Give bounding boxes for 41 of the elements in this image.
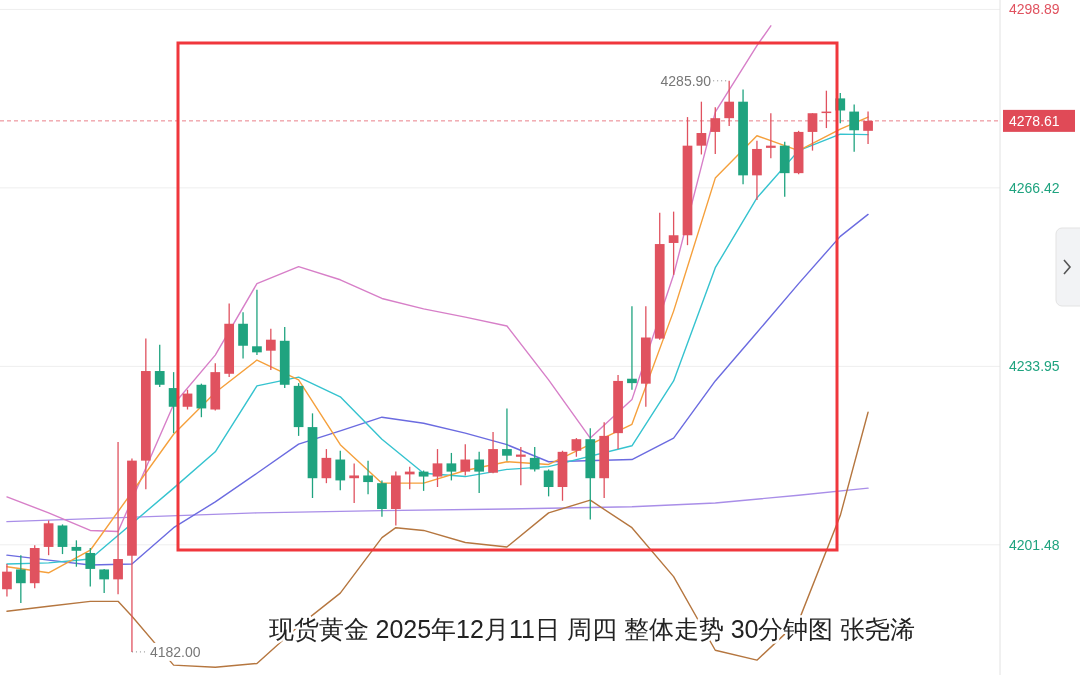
candlestick (432, 448, 443, 488)
candlestick (154, 344, 165, 388)
candlestick (349, 462, 360, 504)
candlestick (43, 519, 54, 556)
candlestick (321, 448, 332, 484)
candlestick (529, 446, 540, 473)
annotation: 4285.90 (660, 72, 712, 89)
candlestick (15, 554, 26, 604)
y-tick-label: 4201.48 (1009, 536, 1060, 553)
line-series (6, 487, 869, 523)
candlestick (57, 523, 68, 555)
candlestick (182, 389, 193, 411)
candlestick (571, 437, 582, 458)
candlestick (99, 568, 110, 594)
y-tick-label: 4233.95 (1009, 358, 1060, 375)
candlestick (238, 311, 248, 360)
candlestick (488, 431, 498, 474)
candlestick (85, 547, 96, 588)
candlestick (515, 446, 526, 487)
candlestick (196, 383, 207, 418)
candlestick (335, 450, 346, 491)
candlestick (460, 443, 471, 477)
y-tick-label: 4298.89 (1009, 1, 1060, 18)
candlestick (543, 468, 554, 498)
candlestick (627, 305, 637, 391)
candlestick (252, 289, 262, 356)
candlestick (71, 539, 82, 568)
annotation: 4182.00 (149, 643, 201, 660)
candlestick (265, 328, 276, 371)
candlestick (113, 441, 123, 595)
candlestick (668, 210, 679, 276)
y-tick-label: 4266.42 (1009, 179, 1060, 196)
candlestick (2, 563, 12, 598)
candlestick (418, 469, 429, 492)
line-series (6, 25, 772, 533)
candlestick (446, 452, 457, 482)
ref-line-label: 4278.61 (1009, 112, 1060, 129)
candlestick (363, 459, 373, 495)
candlestick (474, 451, 485, 494)
candlestick (502, 407, 512, 462)
candlestick (849, 103, 860, 153)
